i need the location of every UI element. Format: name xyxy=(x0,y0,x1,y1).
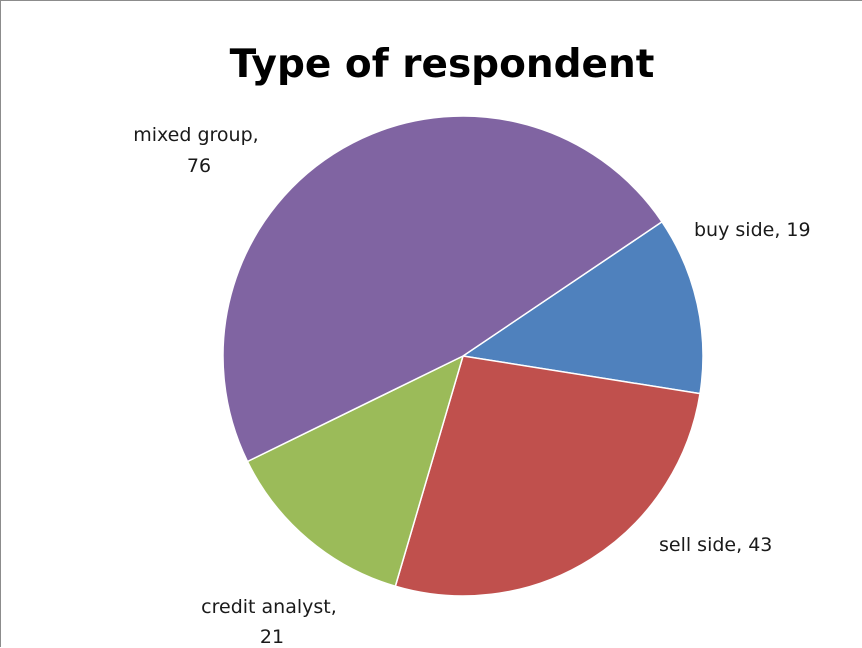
chart-title: Type of respondent xyxy=(230,42,655,87)
data-label-mixed-group-name: mixed group, xyxy=(133,124,258,146)
data-label-mixed-group-value: 76 xyxy=(187,155,211,177)
slice-sell-side xyxy=(394,355,701,597)
slice-buy-side xyxy=(461,220,704,395)
data-label-sell-side: sell side, 43 xyxy=(659,534,772,556)
data-label-mixed-group: mixed group, 76 xyxy=(133,124,265,177)
data-label-credit-analyst-value: 21 xyxy=(260,626,284,648)
data-labels: buy side, 19 sell side, 43 credit analys… xyxy=(133,124,810,648)
data-label-buy-side: buy side, 19 xyxy=(694,219,811,241)
slice-credit-analyst xyxy=(246,354,465,588)
data-label-credit-analyst-name: credit analyst, xyxy=(201,596,337,618)
pie-slices xyxy=(222,115,704,597)
data-label-credit-analyst: credit analyst, 21 xyxy=(201,596,343,648)
slice-mixed-group xyxy=(222,115,664,463)
